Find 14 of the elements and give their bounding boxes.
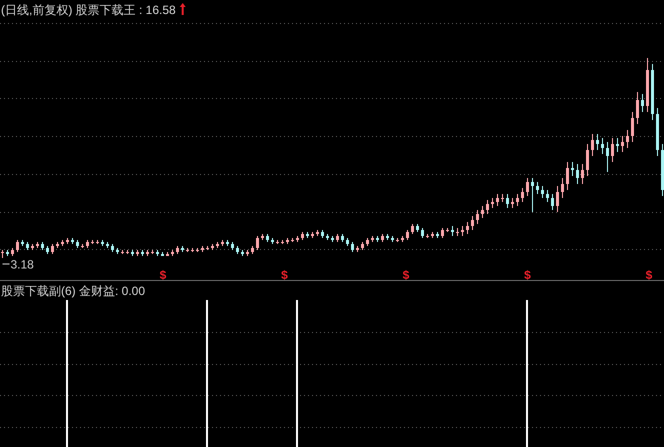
annotation: 3.18 [10,258,34,272]
candlestick [616,138,619,152]
text: $ [524,268,532,282]
candlestick [571,162,574,176]
candlestick [531,178,534,212]
candlestick [456,228,459,236]
candlestick [1,250,4,258]
text: $ [646,268,653,282]
candlestick [501,194,504,202]
text: $ [160,268,167,282]
text: $ [402,268,410,282]
chart-title: 股票下载副(6) 金财益: 0.00 [1,284,146,298]
text: $ [281,268,288,282]
chart-title: (日线,前复权) 股票下载王 : 16.58 [1,3,176,17]
